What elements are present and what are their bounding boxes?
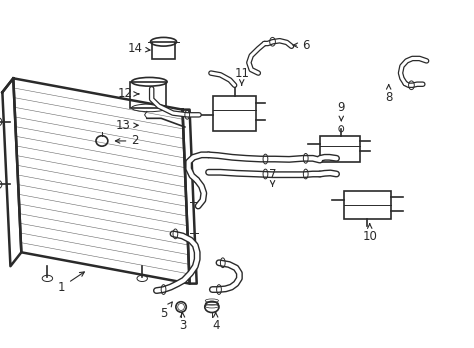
Text: 6: 6	[293, 39, 310, 52]
Text: 11: 11	[234, 66, 249, 85]
Text: 10: 10	[362, 224, 377, 243]
Text: 4: 4	[212, 313, 219, 332]
Text: 14: 14	[128, 42, 150, 55]
Text: 13: 13	[116, 119, 138, 132]
Text: 5: 5	[160, 302, 172, 320]
Text: 7: 7	[269, 167, 276, 186]
Bar	[320, 136, 360, 162]
Text: 3: 3	[179, 313, 186, 332]
Bar	[130, 82, 166, 108]
Text: 1: 1	[58, 272, 84, 294]
Bar	[213, 96, 256, 130]
Text: 9: 9	[337, 101, 345, 121]
Text: 8: 8	[385, 85, 392, 104]
Text: 12: 12	[118, 87, 139, 101]
Text: 2: 2	[115, 134, 139, 148]
Bar	[152, 42, 175, 59]
Bar	[344, 191, 391, 219]
